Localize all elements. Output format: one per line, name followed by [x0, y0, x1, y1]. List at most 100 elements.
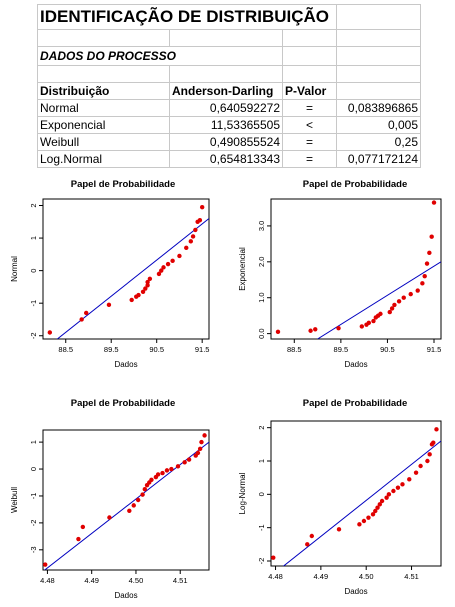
x-tick-label: 4.49 [84, 576, 99, 585]
data-point [271, 555, 276, 560]
x-tick-label: 91.5 [427, 345, 442, 354]
x-tick-label: 4.48 [40, 576, 55, 585]
data-point [135, 497, 141, 503]
data-point [160, 470, 165, 476]
p-value[interactable]: 0,25 [336, 133, 421, 151]
data-point [359, 324, 365, 329]
data-point [336, 326, 341, 331]
y-tick-label: -1 [29, 300, 38, 307]
x-axis-label: Dados [344, 587, 367, 596]
data-point [170, 258, 175, 264]
data-point [420, 281, 425, 286]
data-point [197, 446, 203, 452]
data-point [309, 533, 314, 539]
x-tick-label: 4.50 [359, 572, 374, 581]
distribution-name[interactable]: Normal [37, 99, 170, 117]
data-point [392, 302, 397, 308]
header-p-value[interactable]: P-Valor [282, 82, 337, 100]
data-point [127, 508, 132, 513]
data-point [375, 505, 380, 510]
x-axis-label: Dados [344, 360, 367, 369]
data-point [370, 512, 376, 517]
data-point [156, 271, 162, 277]
data-point [143, 286, 148, 291]
fit-line [317, 261, 441, 339]
ad-value[interactable]: 0,640592272 [169, 99, 283, 117]
data-point [366, 515, 371, 520]
chart-title: Papel de Probabilidade [71, 179, 176, 190]
data-point [197, 217, 203, 223]
data-point [199, 204, 205, 210]
y-tick-label: 1.0 [257, 292, 266, 302]
fit-line [43, 441, 209, 570]
data-point [379, 498, 385, 504]
data-point [202, 433, 207, 438]
sheet-cell[interactable] [336, 4, 421, 30]
data-point [142, 487, 148, 492]
y-axis-label: Weibull [10, 487, 19, 513]
distribution-name[interactable]: Exponencial [37, 116, 170, 134]
y-axis-label: Log-Normal [238, 472, 247, 514]
data-point [165, 261, 171, 267]
data-point [408, 291, 413, 297]
y-tick-label: 3.0 [257, 221, 266, 231]
y-tick-label: 0 [29, 467, 38, 471]
data-point [195, 450, 201, 456]
p-value[interactable]: 0,077172124 [336, 150, 421, 168]
x-tick-label: 88.5 [58, 345, 73, 354]
data-point [84, 310, 89, 316]
data-point [400, 482, 405, 487]
data-point [80, 524, 86, 530]
data-point [357, 522, 362, 527]
data-point [184, 245, 189, 251]
data-point [377, 502, 382, 507]
data-point [395, 485, 401, 490]
data-point [413, 470, 419, 475]
data-point [47, 330, 53, 335]
data-point [43, 562, 48, 567]
y-tick-label: 1 [29, 440, 38, 444]
y-tick-label: -2 [29, 332, 38, 339]
data-point [431, 200, 437, 205]
data-point [79, 317, 84, 322]
data-point [186, 457, 192, 462]
data-point [275, 329, 281, 335]
data-point [169, 466, 174, 472]
y-tick-label: -3 [29, 546, 38, 553]
data-point [361, 518, 367, 524]
data-point [190, 234, 196, 239]
y-tick-label: 1 [29, 236, 38, 240]
data-point [373, 508, 378, 514]
fit-line [56, 218, 209, 339]
data-point [145, 283, 150, 288]
data-point [396, 299, 402, 304]
data-point [427, 250, 432, 256]
data-point [188, 239, 194, 244]
data-point [76, 536, 81, 542]
y-axis-label: Exponencial [238, 247, 247, 291]
data-point [378, 311, 383, 317]
data-point [155, 472, 161, 477]
table-row: Weibull 0,490855524 = 0,25 [37, 133, 421, 151]
data-point [147, 276, 153, 281]
y-tick-label: 0 [257, 492, 266, 496]
distribution-name[interactable]: Log.Normal [37, 150, 170, 168]
sheet-title[interactable]: IDENTIFICAÇÃO DE DISTRIBUIÇÃO [37, 4, 337, 30]
data-point [131, 503, 136, 508]
data-point [434, 427, 439, 432]
data-point [425, 458, 430, 464]
p-value[interactable]: 0,083896865 [336, 99, 421, 117]
data-point [429, 234, 434, 239]
y-tick-label: 2.0 [257, 257, 266, 267]
x-axis-label: Dados [114, 360, 137, 369]
y-tick-label: -1 [29, 493, 38, 500]
x-tick-label: 91.5 [195, 345, 210, 354]
x-axis-label: Dados [114, 591, 137, 600]
chart-title: Papel de Probabilidade [303, 398, 408, 409]
x-tick-label: 89.5 [334, 345, 349, 354]
x-tick-label: 89.5 [104, 345, 119, 354]
x-tick-label: 4.49 [314, 572, 329, 581]
data-point [336, 527, 342, 532]
data-point [391, 488, 396, 494]
data-point [366, 320, 372, 326]
